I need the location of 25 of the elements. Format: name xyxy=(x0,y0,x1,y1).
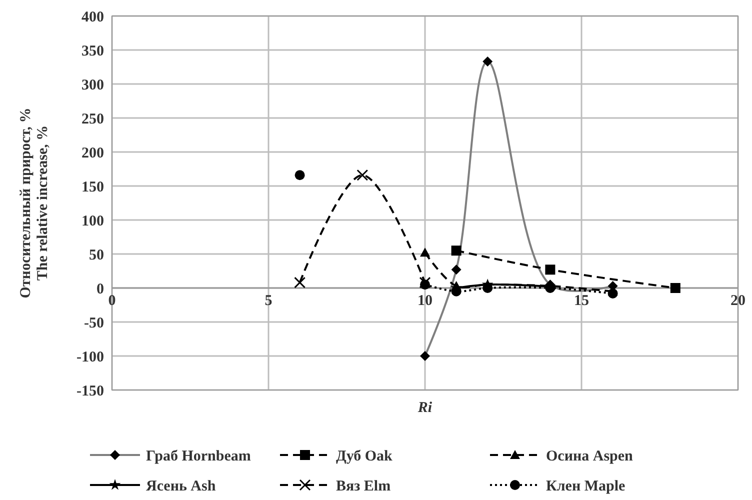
legend-label: Граб Hornbeam xyxy=(146,448,252,464)
y-tick-label: 400 xyxy=(82,9,104,26)
y-tick-label: -100 xyxy=(76,349,104,366)
y-tick-label: 150 xyxy=(82,179,104,196)
y-tick-label: 100 xyxy=(82,213,104,230)
x-tick-label: 10 xyxy=(418,293,432,309)
legend-label: Вяз Elm xyxy=(336,478,392,494)
legend-label: Осина Aspen xyxy=(546,448,634,464)
y-tick-label: 250 xyxy=(82,111,104,128)
legend-label: Клен Maple xyxy=(546,478,626,494)
y-tick-label: 200 xyxy=(82,145,104,162)
x-tick-label: 5 xyxy=(264,293,272,309)
legend-label: Дуб Oak xyxy=(336,448,394,464)
x-tick-label: 15 xyxy=(574,293,589,309)
y-tick-label: 50 xyxy=(89,247,104,264)
y-tick-label: 350 xyxy=(82,43,104,60)
legend-label: Ясень Ash xyxy=(146,478,216,494)
x-tick-label: 20 xyxy=(730,293,746,309)
x-tick-label: 0 xyxy=(108,293,116,309)
y-tick-label: -150 xyxy=(76,383,104,400)
y-tick-label: -50 xyxy=(84,315,104,332)
x-axis-title: Ri xyxy=(416,400,433,416)
y-tick-label: 300 xyxy=(82,77,104,94)
y-axis-title: Относительный прирост, % The relative increase, % xyxy=(18,108,51,298)
y-tick-label: 0 xyxy=(96,281,104,298)
